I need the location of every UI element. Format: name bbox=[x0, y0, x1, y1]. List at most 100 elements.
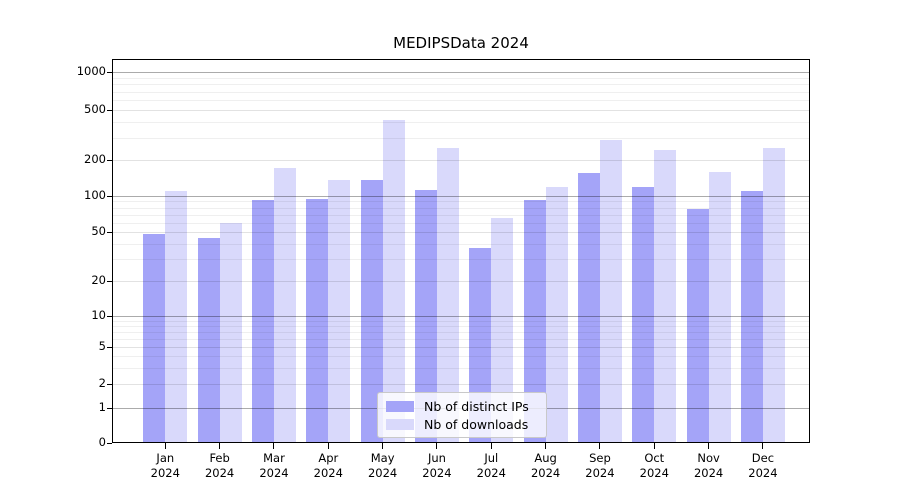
gridline-minor-y-300 bbox=[113, 137, 809, 139]
legend: Nb of distinct IPs Nb of downloads bbox=[377, 392, 547, 438]
x-tick-yearline: 2024 bbox=[313, 466, 343, 480]
x-tick-month: Jan bbox=[156, 451, 175, 465]
x-tick-label-apr: Apr 2024 bbox=[296, 451, 360, 481]
x-tick-yearline: 2024 bbox=[748, 466, 778, 480]
x-tick-jun bbox=[436, 443, 438, 449]
gridline-minor-y-800 bbox=[113, 84, 809, 86]
x-tick-yearline: 2024 bbox=[367, 466, 398, 480]
x-tick-month: Oct bbox=[644, 451, 665, 465]
bar-downloads-feb bbox=[219, 222, 242, 442]
bar-downloads-may bbox=[382, 119, 405, 442]
bar-ips-aug bbox=[523, 200, 546, 442]
gridline-y-5 bbox=[113, 347, 809, 348]
y-tick-1000 bbox=[107, 72, 112, 73]
gridline-minor-y-7 bbox=[113, 331, 809, 333]
x-tick-month: Mar bbox=[263, 451, 285, 465]
x-tick-label-mar: Mar 2024 bbox=[242, 451, 306, 481]
x-tick-jul bbox=[490, 443, 492, 449]
bar-downloads-jan bbox=[165, 191, 188, 442]
x-tick-yearline: 2024 bbox=[639, 466, 669, 480]
bar-downloads-aug bbox=[545, 186, 568, 442]
x-tick-label-nov: Nov 2024 bbox=[677, 451, 741, 481]
bar-downloads-sep bbox=[599, 139, 622, 442]
y-tick-200 bbox=[107, 160, 112, 161]
x-tick-month: Aug bbox=[534, 451, 557, 465]
x-tick-month: Nov bbox=[697, 451, 720, 465]
y-tick-label-2: 2 bbox=[98, 376, 106, 390]
gridline-minor-y-6 bbox=[113, 338, 809, 340]
y-tick-5 bbox=[107, 347, 112, 348]
gridline-minor-y-700 bbox=[113, 91, 809, 93]
bar-downloads-jun bbox=[436, 147, 459, 442]
y-tick-label-5: 5 bbox=[98, 339, 106, 353]
gridline-minor-y-90 bbox=[113, 201, 809, 203]
x-tick-month: Jun bbox=[427, 451, 446, 465]
gridline-y-20 bbox=[113, 281, 809, 282]
y-tick-2 bbox=[107, 384, 112, 385]
x-tick-sep bbox=[599, 443, 601, 449]
x-tick-yearline: 2024 bbox=[259, 466, 289, 480]
chart-title: MEDIPSData 2024 bbox=[393, 34, 529, 52]
bar-downloads-dec bbox=[762, 147, 785, 442]
y-tick-100 bbox=[107, 196, 112, 197]
bar-downloads-oct bbox=[654, 150, 677, 442]
gridline-minor-y-8 bbox=[113, 325, 809, 327]
gridline-minor-y-60 bbox=[113, 222, 809, 224]
y-tick-label-1000: 1000 bbox=[76, 64, 106, 78]
plot-area bbox=[112, 59, 810, 443]
y-tick-500 bbox=[107, 110, 112, 111]
x-tick-yearline: 2024 bbox=[693, 466, 724, 480]
x-tick-label-jul: Jul 2024 bbox=[459, 451, 523, 481]
gridline-y-100 bbox=[113, 196, 809, 197]
x-tick-nov bbox=[708, 443, 710, 449]
x-tick-aug bbox=[545, 443, 547, 449]
y-tick-label-50: 50 bbox=[91, 224, 106, 238]
x-tick-jan bbox=[164, 443, 166, 449]
gridline-minor-y-70 bbox=[113, 214, 809, 216]
gridline-minor-y-400 bbox=[113, 122, 809, 124]
gridline-minor-y-9 bbox=[113, 320, 809, 322]
x-tick-dec bbox=[762, 443, 764, 449]
bar-downloads-nov bbox=[708, 171, 731, 442]
y-tick-0 bbox=[107, 443, 112, 444]
legend-swatch-downloads bbox=[386, 418, 414, 430]
x-tick-label-may: May 2024 bbox=[351, 451, 415, 481]
y-tick-label-20: 20 bbox=[91, 273, 106, 287]
gridline-y-10 bbox=[113, 316, 809, 317]
x-tick-month: Feb bbox=[209, 451, 230, 465]
x-tick-oct bbox=[653, 443, 655, 449]
y-tick-10 bbox=[107, 316, 112, 317]
bar-ips-jan bbox=[143, 234, 166, 442]
x-tick-month: Apr bbox=[318, 451, 339, 465]
gridline-y-1000 bbox=[113, 72, 809, 73]
y-tick-label-200: 200 bbox=[84, 152, 106, 166]
x-tick-feb bbox=[219, 443, 221, 449]
x-tick-month: Dec bbox=[751, 451, 775, 465]
x-tick-label-aug: Aug 2024 bbox=[514, 451, 578, 481]
bar-downloads-mar bbox=[273, 168, 296, 442]
gridline-minor-y-30 bbox=[113, 259, 809, 261]
y-tick-label-0: 0 bbox=[98, 435, 106, 449]
y-tick-label-1: 1 bbox=[98, 400, 106, 414]
bar-ips-sep bbox=[577, 173, 600, 442]
legend-label-ips: Nb of distinct IPs bbox=[424, 398, 529, 414]
y-tick-50 bbox=[107, 232, 112, 233]
x-tick-mar bbox=[273, 443, 275, 449]
x-tick-month: Jul bbox=[484, 451, 499, 465]
x-tick-label-jun: Jun 2024 bbox=[405, 451, 469, 481]
gridline-y-200 bbox=[113, 160, 809, 161]
x-tick-label-feb: Feb 2024 bbox=[188, 451, 252, 481]
bar-ips-mar bbox=[251, 200, 274, 442]
x-tick-apr bbox=[327, 443, 329, 449]
gridline-y-500 bbox=[113, 110, 809, 111]
legend-label-downloads: Nb of downloads bbox=[424, 416, 529, 432]
gridline-minor-y-900 bbox=[113, 77, 809, 79]
bar-ips-feb bbox=[197, 237, 220, 442]
gridline-y-50 bbox=[113, 232, 809, 233]
bar-ips-nov bbox=[686, 208, 709, 442]
gridline-minor-y-40 bbox=[113, 243, 809, 245]
x-tick-yearline: 2024 bbox=[150, 466, 180, 480]
x-tick-yearline: 2024 bbox=[422, 466, 452, 480]
bar-downloads-jul bbox=[491, 218, 514, 442]
